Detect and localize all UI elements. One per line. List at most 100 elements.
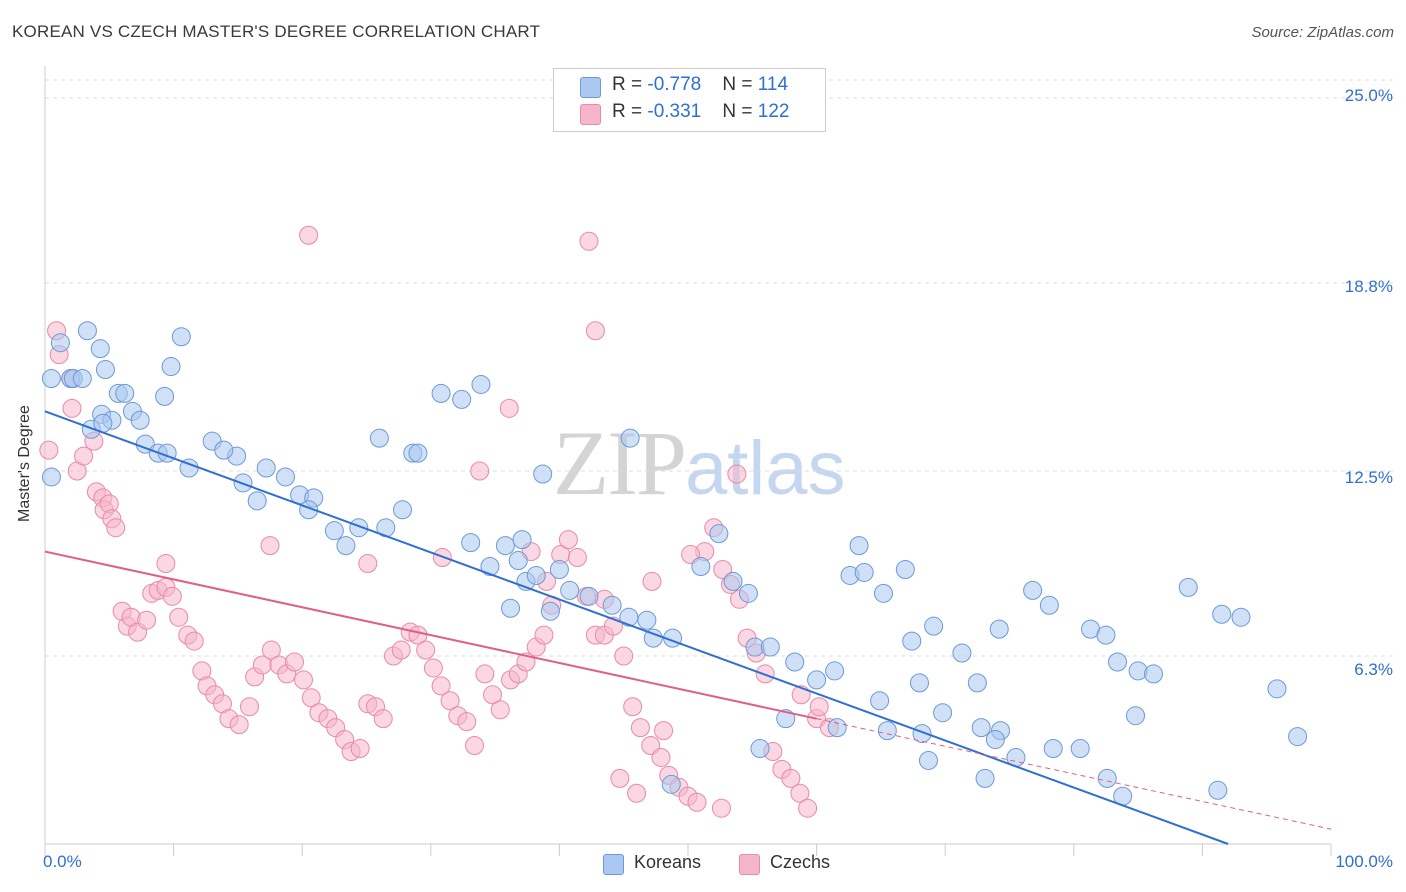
koreans-point-53 (560, 580, 580, 600)
y-tick-25: 25.0% (1344, 86, 1393, 105)
czechs-point-31 (229, 715, 249, 735)
czechs-point-59 (457, 712, 477, 732)
czechs-point-6 (74, 446, 94, 466)
koreans-point-74 (895, 559, 915, 579)
koreans-point-109 (975, 768, 995, 788)
koreans-point-0 (41, 467, 61, 487)
czechs-point-79 (630, 718, 650, 738)
czechs-point-107 (499, 398, 519, 418)
y-tick-18-8: 18.8% (1344, 277, 1393, 296)
czechs-point-57 (440, 691, 460, 711)
czechs-point-51 (391, 640, 411, 660)
koreans-point-75 (873, 583, 893, 603)
koreans-point-76 (902, 631, 922, 651)
koreans-point-51 (526, 565, 546, 585)
koreans-point-96 (1043, 739, 1063, 759)
koreans-point-59 (637, 610, 657, 630)
koreans-point-37 (393, 500, 413, 520)
czechs-point-77 (614, 646, 634, 666)
koreans-point-44 (461, 533, 481, 553)
y-tick-12-5: 12.5% (1344, 468, 1393, 487)
koreans-point-107 (750, 739, 770, 759)
koreans-point-92 (971, 718, 991, 738)
koreans-point-41 (408, 443, 428, 463)
koreans-point-29 (256, 458, 276, 478)
koreans-r-label: R = (612, 74, 648, 95)
koreans-point-98 (1097, 768, 1117, 788)
czechs-point-62 (483, 685, 503, 705)
koreans-point-47 (533, 464, 553, 484)
source-note: Source: ZipAtlas.com (1251, 24, 1394, 41)
koreans-point-7 (95, 360, 115, 380)
czechs-r-value: -0.331 (647, 101, 702, 122)
koreans-point-2 (50, 333, 70, 353)
czechs-points (39, 225, 839, 818)
czechs-trend-line (44, 550, 817, 720)
koreans-point-6 (90, 339, 110, 359)
czechs-point-4 (62, 398, 82, 418)
czechs-point-54 (416, 640, 436, 660)
koreans-point-114 (620, 428, 640, 448)
koreans-point-26 (214, 440, 234, 460)
koreans-point-106 (661, 774, 681, 794)
czechs-point-63 (490, 700, 510, 720)
koreans-point-45 (480, 556, 500, 576)
koreans-point-14 (130, 410, 150, 430)
czechs-point-38 (284, 652, 304, 672)
koreans-point-34 (324, 521, 344, 541)
koreans-point-68 (785, 652, 805, 672)
czechs-point-55 (423, 658, 443, 678)
koreans-point-39 (369, 428, 389, 448)
koreans-point-95 (985, 730, 1005, 750)
chart-title: KOREAN VS CZECH MASTER'S DEGREE CORRELAT… (12, 22, 541, 41)
czechs-trend-line-extension (816, 718, 1332, 830)
koreans-point-1 (41, 368, 61, 388)
watermark-atlas: atlas (685, 426, 846, 511)
legend-czechs-swatch (739, 854, 760, 875)
czechs-n-value: 122 (757, 101, 790, 122)
koreans-point-43 (452, 389, 472, 409)
koreans-point-88 (870, 691, 890, 711)
czechs-point-0 (39, 440, 59, 460)
koreans-point-55 (501, 598, 521, 618)
czechs-r-label: R = (612, 101, 648, 122)
czechs-point-97 (790, 783, 810, 803)
czechs-point-105 (579, 231, 599, 251)
koreans-point-111 (827, 718, 847, 738)
czechs-point-118 (711, 798, 731, 818)
czechs-point-98 (798, 798, 818, 818)
koreans-point-85 (1108, 652, 1128, 672)
koreans-point-8 (72, 368, 92, 388)
koreans-swatch (580, 77, 601, 98)
koreans-point-113 (909, 673, 929, 693)
koreans-point-54 (540, 601, 560, 621)
koreans-point-63 (709, 524, 729, 544)
czechs-point-32 (239, 697, 259, 717)
czechs-point-25 (184, 631, 204, 651)
koreans-point-87 (1144, 664, 1164, 684)
czechs-point-78 (623, 697, 643, 717)
koreans-trend-line (44, 410, 1229, 845)
koreans-points (41, 321, 1308, 806)
koreans-point-86 (1128, 661, 1148, 681)
x-tick-100: 100.0% (1335, 852, 1393, 871)
koreans-point-71 (849, 536, 869, 556)
czechs-point-115 (654, 721, 674, 741)
koreans-point-22 (155, 386, 175, 406)
legend-koreans-label: Koreans (634, 852, 702, 872)
koreans-point-108 (918, 750, 938, 770)
koreans-point-38 (349, 518, 369, 538)
koreans-point-28 (247, 491, 267, 511)
koreans-point-46 (512, 530, 532, 550)
koreans-point-4 (77, 321, 97, 341)
watermark: ZIPatlas (553, 410, 846, 516)
czechs-point-120 (809, 697, 829, 717)
koreans-point-102 (1231, 607, 1251, 627)
czechs-point-106 (585, 321, 605, 341)
koreans-point-52 (549, 559, 569, 579)
koreans-point-62 (691, 556, 711, 576)
koreans-point-80 (989, 619, 1009, 639)
koreans-point-67 (760, 637, 780, 657)
koreans-point-78 (952, 643, 972, 663)
